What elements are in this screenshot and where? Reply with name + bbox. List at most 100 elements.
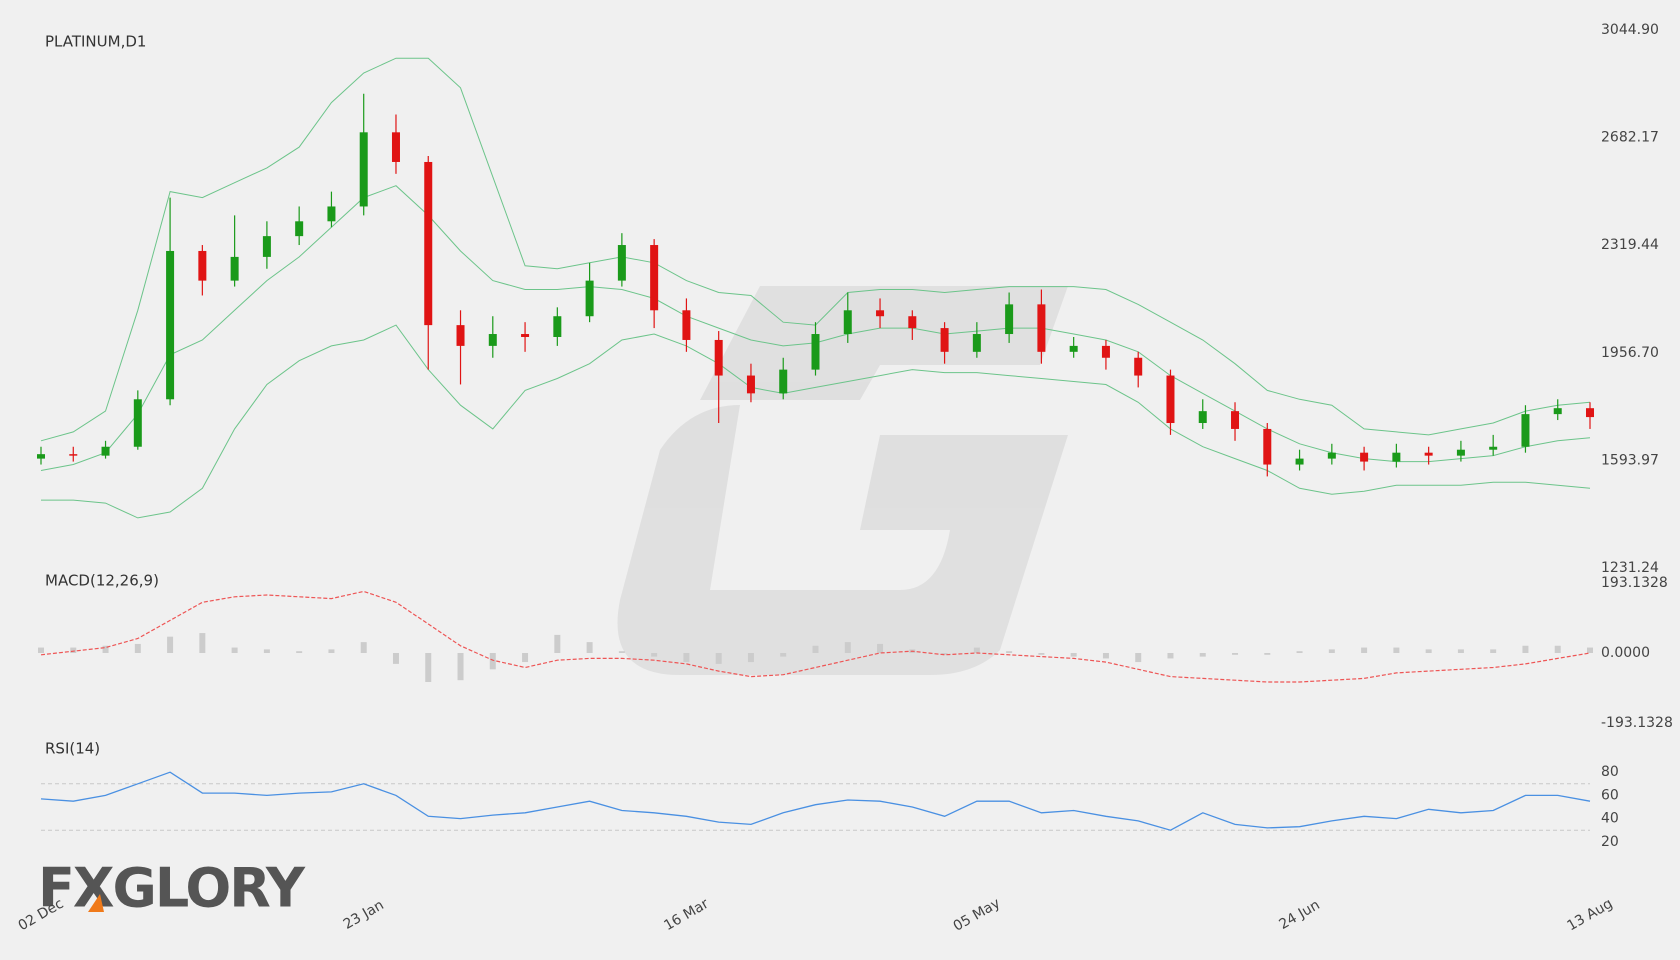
candle-body [37,454,45,459]
macd-histogram-bar [780,653,787,657]
y-tick-label: 193.1328 [1601,575,1668,591]
candle-body [456,325,465,346]
macd-histogram-bar [683,653,690,663]
candle-body [133,399,142,447]
y-tick-label: 1231.24 [1601,560,1659,576]
candle-body [1521,414,1530,447]
candle-body [1263,428,1272,465]
candle-body [424,161,433,326]
macd-histogram-bar [941,653,948,655]
y-tick-label: 80 [1601,764,1619,780]
logo: FXGLORY [38,857,308,920]
candle-body [1327,452,1336,459]
macd-histogram-bar [167,636,174,653]
candle-body [295,221,304,237]
macd-histogram-bar [747,653,754,663]
macd-histogram-bar [618,651,625,653]
y-tick-label: 1593.97 [1601,452,1659,468]
y-tick-label: 2682.17 [1601,130,1659,146]
macd-histogram-bar [1587,647,1593,653]
macd-histogram-bar [1070,653,1077,657]
macd-histogram-bar [1296,651,1303,653]
macd-histogram-bar [1264,653,1271,655]
macd-histogram-bar [360,642,367,653]
macd-histogram-bar [1361,647,1368,653]
macd-line [40,590,1591,683]
macd-histogram-bar [1102,653,1109,659]
candle-body [327,206,336,222]
macd-histogram-bar [1425,649,1432,653]
macd-histogram-bar [392,653,399,664]
candle-body [617,245,626,281]
candle-body [1069,345,1078,352]
y-tick-label: 3044.90 [1601,22,1659,38]
macd-histogram-bar [489,653,496,670]
macd-histogram-bar [1199,653,1206,657]
candle-body [1360,452,1369,462]
x-tick-label: 05 May [951,895,1003,934]
macd-histogram-bar [844,642,851,653]
candle-body [359,132,368,207]
rsi-title: RSI(14) [45,740,100,758]
candle-body [1101,345,1110,358]
macd-histogram-bar [973,647,980,653]
candle-body [1456,449,1465,456]
candle-body [972,334,981,352]
macd-histogram-bar [199,633,206,653]
x-tick-label: 23 Jan [341,897,387,933]
candle-body [1231,411,1240,429]
macd-histogram-bar [70,647,77,653]
candle-body [876,310,885,317]
macd-histogram-bar [1393,647,1400,653]
candle-body [1005,304,1014,335]
macd-histogram-bar [1328,649,1335,653]
macd-histogram-bar [263,649,270,653]
watermark [617,286,1068,675]
candle-body [262,236,271,257]
macd-histogram-bar [554,634,561,653]
y-tick-label: 0.0000 [1601,645,1650,661]
macd-histogram-bar [877,643,884,653]
macd-histogram-bar [38,647,44,653]
candle-body [69,454,78,456]
bollinger-lower [41,324,1591,519]
candle-body [940,328,949,352]
macd-histogram-bar [651,653,658,657]
candle-body [553,316,562,337]
candle-body [1295,458,1304,465]
macd-histogram-bar [812,645,819,653]
macd-histogram-bar [522,653,529,663]
macd-histogram-bar [1135,653,1142,663]
candle-body [101,446,110,456]
y-tick-label: 20 [1601,834,1619,850]
chart-title: PLATINUM,D1 [45,33,146,51]
macd-histogram-bar [1038,653,1045,655]
candle-body [1424,452,1433,456]
candle-body [1553,408,1562,415]
candle-body [1489,446,1498,450]
macd-histogram-bar [1522,645,1529,653]
macd-histogram-bar [1554,645,1561,653]
candle-body [166,250,175,400]
macd-histogram-bar [134,643,141,653]
candle-body [811,334,820,370]
macd-histogram-bar [328,649,335,653]
x-tick-label: 16 Mar [661,896,711,934]
candle-body [198,250,207,281]
candle-body [682,310,691,340]
x-tick-label: 24 Jun [1276,897,1322,933]
candle-body [650,245,659,311]
macd-histogram-bar [1457,649,1464,653]
candle-body [488,334,497,346]
rsi-line [40,771,1591,831]
candle-body [391,132,400,162]
macd-histogram-bar [296,651,303,653]
candle-body [1586,408,1594,418]
macd-histogram-bar [715,653,722,664]
x-tick-label: 13 Aug [1565,896,1616,935]
macd-title: MACD(12,26,9) [45,572,159,590]
macd-histogram-bar [1167,653,1174,659]
macd-histogram-bar [102,645,109,653]
y-tick-label: 40 [1601,811,1619,827]
